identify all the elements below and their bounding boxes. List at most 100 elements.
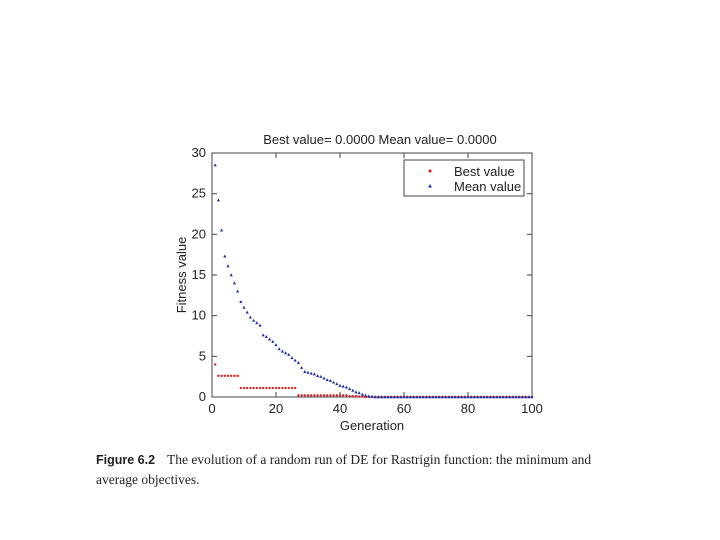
best-value-point [217,374,220,378]
mean-value-point [252,318,256,322]
legend-box [403,159,525,197]
mean-value-point [239,300,243,304]
mean-value-point [527,395,531,399]
mean-value-point [460,395,464,399]
y-tick-label: 15 [192,267,206,282]
mean-value-point [367,394,371,398]
x-axis-label: Generation [340,418,404,433]
mean-value-point [300,365,304,369]
best-value-point [300,394,303,397]
mean-value-point [258,323,262,327]
mean-value-point [504,395,508,399]
mean-value-point [213,163,217,167]
best-value-point [329,394,332,397]
mean-value-point [274,343,278,347]
mean-value-point [520,395,524,399]
mean-value-point [444,395,448,399]
best-value-point [233,374,236,378]
mean-value-point [248,315,252,319]
mean-value-point [332,380,336,384]
mean-value-point [293,358,297,362]
mean-value-point [373,395,377,399]
mean-value-point [437,395,441,399]
caption-text: The evolution of a random run of DE for … [96,452,592,487]
x-tick-label: 80 [461,401,475,416]
best-value-point [354,394,358,398]
mean-value-point [322,376,326,380]
mean-value-point [476,395,480,399]
best-value-point [271,386,274,390]
mean-value-point [472,395,476,399]
best-value-point [249,386,252,390]
y-tick-label: 5 [199,348,206,363]
x-tick-label: 20 [269,401,283,416]
mean-value-point [232,281,236,285]
best-value-point [262,386,265,390]
best-value-point [345,394,348,397]
best-value-point [236,374,239,378]
mean-value-point [284,351,288,355]
mean-value-point [428,395,432,399]
best-value-point [223,374,226,378]
best-value-point [351,394,354,398]
best-value-point [252,386,255,390]
mean-value-point [469,395,473,399]
mean-value-point [229,273,233,277]
best-value-point [319,394,322,397]
x-tick-label: 60 [397,401,411,416]
best-value-point [268,386,271,390]
mean-value-point [220,228,224,232]
figure-caption: Figure 6.2 The evolution of a random run … [96,450,636,489]
mean-value-point [498,395,502,399]
mean-value-point [319,374,323,378]
best-value-point [246,386,249,390]
best-value-point [214,363,217,366]
mean-value-point [245,310,249,314]
y-tick-label: 10 [192,308,206,323]
mean-value-point [418,395,422,399]
chart-title: Best value= 0.0000 Mean value= 0.0000 [263,132,496,147]
mean-value-point [415,395,419,399]
mean-value-point [303,369,307,373]
best-value-point [239,386,242,390]
mean-value-point [360,392,364,396]
mean-value-point [271,339,275,343]
mean-value-point [316,374,320,378]
mean-value-point [495,395,499,399]
mean-value-point [492,395,496,399]
mean-value-point [264,335,268,339]
best-value-point [303,394,306,397]
best-value-point [265,386,268,390]
mean-value-point [456,395,460,399]
mean-value-point [216,198,220,202]
x-tick-label: 0 [208,401,215,416]
y-tick-label: 20 [192,226,206,241]
mean-value-point [296,361,300,365]
mean-value-point [412,395,416,399]
mean-value-point [440,395,444,399]
mean-value-point [530,395,534,399]
best-value-point [274,386,278,390]
best-value-point [287,386,290,390]
mean-value-point [434,395,438,399]
best-value-point [297,394,300,397]
mean-value-point [223,254,227,258]
best-value-point [335,394,338,397]
mean-value-point [376,395,380,399]
best-value-point [281,386,284,390]
mean-value-point [402,395,406,399]
mean-value-point [386,395,390,399]
mean-value-point [341,384,345,388]
x-tick-label: 100 [521,401,543,416]
mean-value-point [396,395,400,399]
best-value-point [310,394,313,397]
x-tick-label: 40 [333,401,347,416]
best-value-point [290,386,294,390]
mean-value-point [383,395,387,399]
best-value-point [306,394,310,397]
mean-value-point [389,395,393,399]
mean-value-point [344,385,348,389]
mean-value-point [351,388,355,392]
mean-value-point [325,378,329,382]
legend-marker-mean [428,184,432,188]
